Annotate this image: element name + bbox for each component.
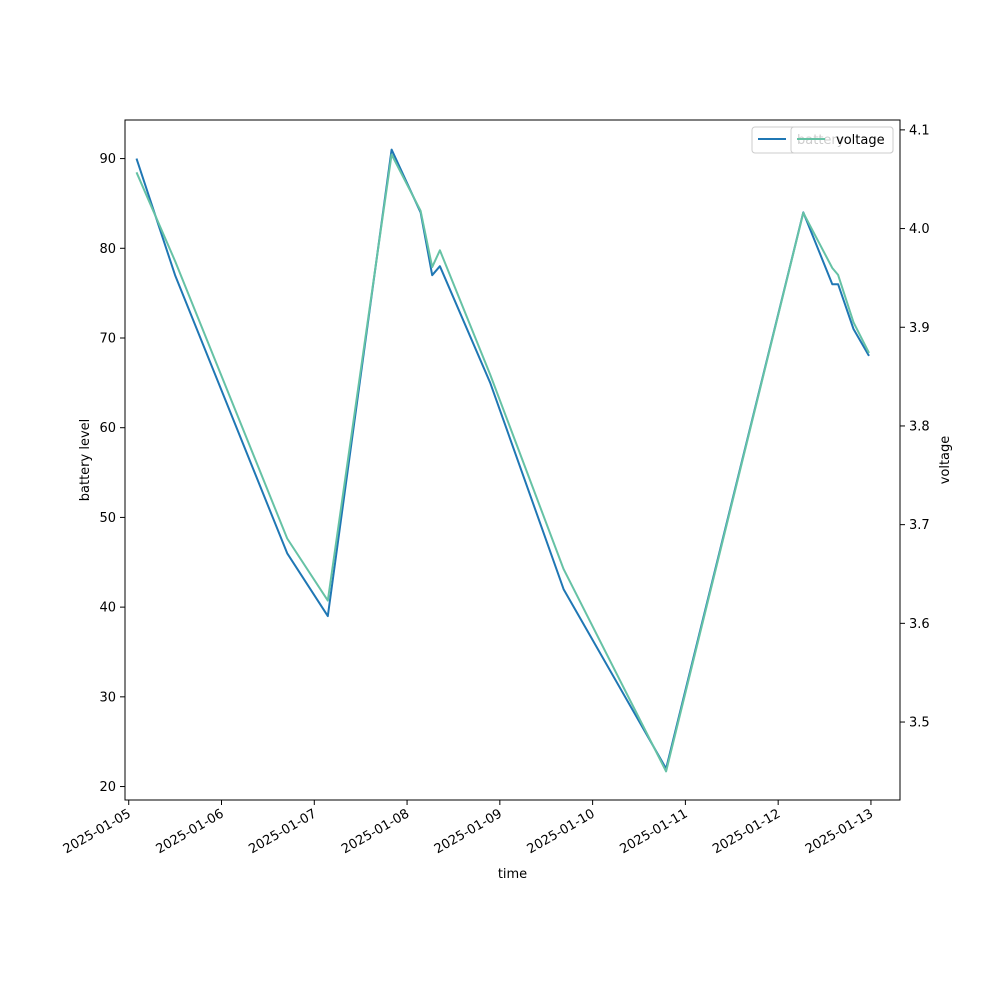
series-layer xyxy=(135,148,870,773)
x-tick-label: 2025-01-05 xyxy=(61,806,134,857)
y-tick-label: 30 xyxy=(99,690,116,705)
y-tick-label: 90 xyxy=(99,152,116,167)
y-tick-label: 60 xyxy=(99,421,116,436)
y2-tick-label: 3.7 xyxy=(909,518,930,533)
x-tick-label: 2025-01-10 xyxy=(525,806,598,857)
y2-tick-label: 3.5 xyxy=(909,716,930,731)
y-tick-label: 40 xyxy=(99,601,116,616)
series-line-voltage xyxy=(135,153,870,773)
y2-tick-label: 3.9 xyxy=(909,321,930,336)
x-axis-label: time xyxy=(498,867,527,882)
y2-axis-label: voltage xyxy=(938,436,953,485)
x-tick-label: 2025-01-08 xyxy=(339,806,412,857)
y2-tick-label: 4.0 xyxy=(909,222,930,237)
axes-layer: 2025-01-05 2025-01-06 2025-01-07 2025-01-08… xyxy=(61,119,953,882)
x-tick-label: 2025-01-09 xyxy=(432,806,505,857)
y-tick-label: 80 xyxy=(99,242,116,257)
legend: batteryvoltage xyxy=(751,126,894,154)
x-tick-label: 2025-01-11 xyxy=(617,806,690,857)
x-tick-label: 2025-01-12 xyxy=(710,806,783,857)
y-tick-label: 50 xyxy=(99,511,116,526)
y-axis-label: battery level xyxy=(78,419,93,502)
y-tick-label: 70 xyxy=(99,331,116,346)
legend-box-voltage xyxy=(790,126,894,154)
y2-tick-label: 3.8 xyxy=(909,419,930,434)
x-tick-label: 2025-01-06 xyxy=(154,806,227,857)
y2-tick-label: 3.6 xyxy=(909,617,930,632)
x-tick-label: 2025-01-13 xyxy=(803,806,876,857)
y-tick-label: 20 xyxy=(99,780,116,795)
x-tick-label: 2025-01-07 xyxy=(246,806,319,857)
y2-tick-label: 4.1 xyxy=(909,123,930,138)
legend-label-voltage: voltage xyxy=(836,133,885,148)
plot-frame xyxy=(124,119,901,801)
series-line-battery xyxy=(135,148,870,770)
